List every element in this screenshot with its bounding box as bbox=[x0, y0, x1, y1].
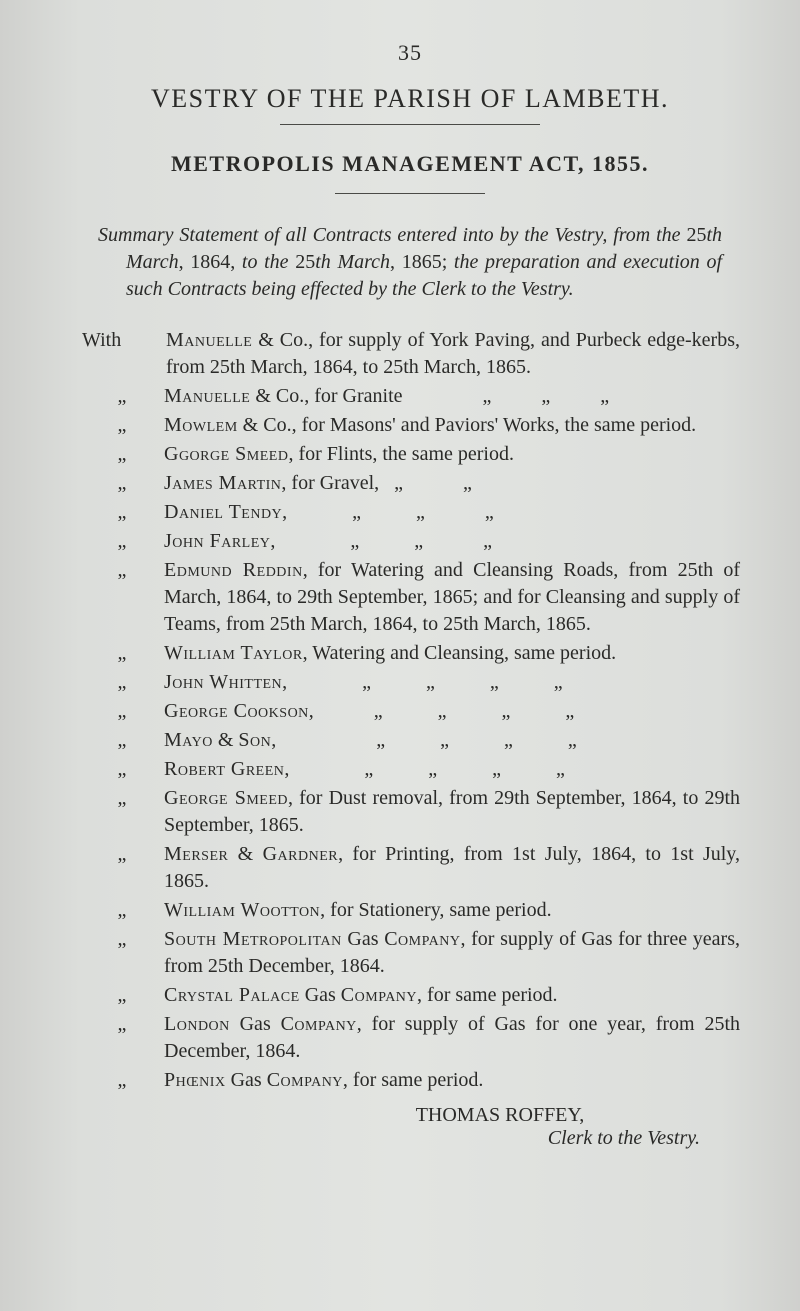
entry-body: Phœnix Gas Company, for same period. bbox=[164, 1067, 740, 1094]
entry-body: George Smeed, for Dust removal, from 29t… bbox=[164, 785, 740, 839]
entry-body: South Metropolitan Gas Company, for supp… bbox=[164, 926, 740, 980]
entry-body: John Whitten, „ „ „ „ bbox=[164, 669, 740, 696]
entry-lead: „ bbox=[80, 982, 164, 1009]
document-page: 35 VESTRY OF THE PARISH OF LAMBETH. METR… bbox=[0, 0, 800, 1311]
entry-lead: „ bbox=[80, 1011, 164, 1038]
entry-body: William Taylor, Watering and Cleansing, … bbox=[164, 640, 740, 667]
list-item: „Crystal Palace Gas Company, for same pe… bbox=[80, 982, 740, 1009]
entry-lead: „ bbox=[80, 528, 164, 555]
page-number: 35 bbox=[80, 40, 740, 66]
summary-paragraph: Summary Statement of all Contracts enter… bbox=[98, 222, 722, 303]
divider-small bbox=[335, 193, 485, 194]
entry-body: Daniel Tendy, „ „ „ bbox=[164, 499, 740, 526]
entry-body: George Cookson, „ „ „ „ bbox=[164, 698, 740, 725]
entry-lead: „ bbox=[80, 499, 164, 526]
entry-body: Mayo & Son, „ „ „ „ bbox=[164, 727, 740, 754]
entry-lead: „ bbox=[80, 727, 164, 754]
signature-block: THOMAS ROFFEY, Clerk to the Vestry. bbox=[80, 1104, 740, 1150]
entry-lead: „ bbox=[80, 841, 164, 868]
entries-list: WithManuelle & Co., for supply of York P… bbox=[80, 327, 740, 1094]
divider bbox=[280, 124, 540, 125]
entry-body: Manuelle & Co., for Granite „ „ „ bbox=[164, 383, 740, 410]
entry-lead: „ bbox=[80, 412, 164, 439]
entry-lead: „ bbox=[80, 640, 164, 667]
list-item: „George Cookson, „ „ „ „ bbox=[80, 698, 740, 725]
entry-lead: „ bbox=[80, 698, 164, 725]
entry-body: Edmund Reddin, for Watering and Cleansin… bbox=[164, 557, 740, 638]
entry-body: James Martin, for Gravel, „ „ bbox=[164, 470, 740, 497]
subtitle: METROPOLIS MANAGEMENT ACT, 1855. bbox=[80, 151, 740, 177]
list-item: „London Gas Company, for supply of Gas f… bbox=[80, 1011, 740, 1065]
entry-lead: „ bbox=[80, 897, 164, 924]
signature-name: THOMAS ROFFEY, bbox=[80, 1104, 740, 1127]
entry-lead: „ bbox=[80, 756, 164, 783]
entry-lead: „ bbox=[80, 470, 164, 497]
list-item: „John Farley, „ „ „ bbox=[80, 528, 740, 555]
entry-lead: „ bbox=[80, 1067, 164, 1094]
list-item: „Mowlem & Co., for Masons' and Paviors' … bbox=[80, 412, 740, 439]
list-item: „John Whitten, „ „ „ „ bbox=[80, 669, 740, 696]
entry-body: Crystal Palace Gas Company, for same per… bbox=[164, 982, 740, 1009]
list-item: WithManuelle & Co., for supply of York P… bbox=[80, 327, 740, 381]
list-item: „Daniel Tendy, „ „ „ bbox=[80, 499, 740, 526]
list-item: „Ggorge Smeed, for Flints, the same peri… bbox=[80, 441, 740, 468]
entry-body: London Gas Company, for supply of Gas fo… bbox=[164, 1011, 740, 1065]
entry-lead: „ bbox=[80, 669, 164, 696]
list-item: „William Wootton, for Stationery, same p… bbox=[80, 897, 740, 924]
entry-body: Robert Green, „ „ „ „ bbox=[164, 756, 740, 783]
entry-body: Ggorge Smeed, for Flints, the same perio… bbox=[164, 441, 740, 468]
entry-lead: „ bbox=[80, 926, 164, 953]
entry-body: John Farley, „ „ „ bbox=[164, 528, 740, 555]
list-item: „Robert Green, „ „ „ „ bbox=[80, 756, 740, 783]
list-item: „Phœnix Gas Company, for same period. bbox=[80, 1067, 740, 1094]
list-item: „Manuelle & Co., for Granite „ „ „ bbox=[80, 383, 740, 410]
list-item: „George Smeed, for Dust removal, from 29… bbox=[80, 785, 740, 839]
page-title: VESTRY OF THE PARISH OF LAMBETH. bbox=[80, 84, 740, 114]
list-item: „Mayo & Son, „ „ „ „ bbox=[80, 727, 740, 754]
entry-body: Merser & Gardner, for Printing, from 1st… bbox=[164, 841, 740, 895]
list-item: „James Martin, for Gravel, „ „ bbox=[80, 470, 740, 497]
entry-body: Manuelle & Co., for supply of York Pavin… bbox=[166, 327, 740, 381]
signature-role: Clerk to the Vestry. bbox=[80, 1127, 740, 1150]
entry-lead: „ bbox=[80, 441, 164, 468]
list-item: „South Metropolitan Gas Company, for sup… bbox=[80, 926, 740, 980]
list-item: „Edmund Reddin, for Watering and Cleansi… bbox=[80, 557, 740, 638]
entry-body: Mowlem & Co., for Masons' and Paviors' W… bbox=[164, 412, 740, 439]
list-item: „Merser & Gardner, for Printing, from 1s… bbox=[80, 841, 740, 895]
entry-lead: „ bbox=[80, 557, 164, 584]
list-item: „William Taylor, Watering and Cleansing,… bbox=[80, 640, 740, 667]
entry-lead: With bbox=[80, 327, 166, 354]
entry-lead: „ bbox=[80, 383, 164, 410]
entry-lead: „ bbox=[80, 785, 164, 812]
entry-body: William Wootton, for Stationery, same pe… bbox=[164, 897, 740, 924]
